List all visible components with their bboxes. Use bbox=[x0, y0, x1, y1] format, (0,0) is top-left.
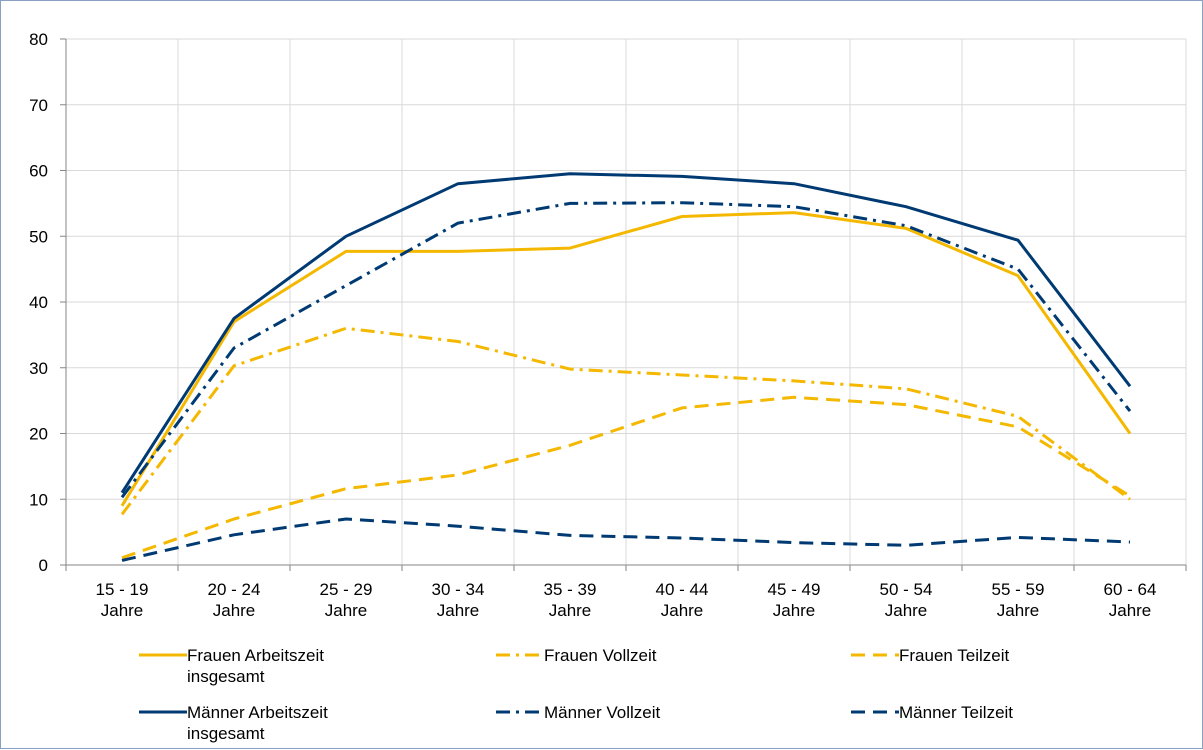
series-line-maenner-arbeitszeit-insgesamt bbox=[120, 172, 1132, 494]
y-tick-label: 0 bbox=[39, 556, 48, 575]
y-tick-label: 40 bbox=[29, 293, 48, 312]
axes bbox=[60, 38, 1187, 571]
y-tick-label: 70 bbox=[29, 96, 48, 115]
x-tick-label: 55 - 59 bbox=[992, 580, 1045, 599]
x-tick-label: 60 - 64 bbox=[1104, 580, 1157, 599]
legend-label: Männer Vollzeit bbox=[544, 703, 661, 722]
legend-label: Männer Teilzeit bbox=[899, 703, 1013, 722]
y-tick-label: 20 bbox=[29, 425, 48, 444]
y-tick-label: 60 bbox=[29, 162, 48, 181]
x-tick-label: Jahre bbox=[325, 601, 368, 620]
x-tick-label: Jahre bbox=[661, 601, 704, 620]
legend-label: insgesamt bbox=[187, 667, 265, 686]
x-tick-label: Jahre bbox=[549, 601, 592, 620]
x-tick-label: Jahre bbox=[773, 601, 816, 620]
y-axis-ticks: 0 10 20 30 40 50 60 70 80 bbox=[29, 30, 48, 575]
x-tick-label: 35 - 39 bbox=[544, 580, 597, 599]
x-tick-label: Jahre bbox=[213, 601, 256, 620]
legend-label: Frauen Teilzeit bbox=[899, 646, 1010, 665]
legend: Frauen Arbeitszeit insgesamt Frauen Vollze… bbox=[139, 646, 1013, 743]
series-lines bbox=[120, 172, 1132, 562]
x-tick-label: 50 - 54 bbox=[880, 580, 933, 599]
legend-label: Frauen Arbeitszeit bbox=[187, 646, 324, 665]
x-tick-label: 15 - 19 bbox=[96, 580, 149, 599]
x-axis-ticks: 15 - 19 Jahre 20 - 24 Jahre 25 - 29 Jahre 30 -… bbox=[96, 580, 1157, 620]
series-line-frauen-teilzeit bbox=[121, 395, 1131, 560]
x-tick-label: Jahre bbox=[1109, 601, 1152, 620]
x-tick-label: 20 - 24 bbox=[208, 580, 261, 599]
series-line-frauen-arbeitszeit-insgesamt bbox=[120, 211, 1132, 507]
x-tick-label: 45 - 49 bbox=[768, 580, 821, 599]
x-tick-label: 25 - 29 bbox=[320, 580, 373, 599]
y-tick-label: 10 bbox=[29, 490, 48, 509]
x-tick-label: 30 - 34 bbox=[432, 580, 485, 599]
x-tick-label: 40 - 44 bbox=[656, 580, 709, 599]
legend-label: insgesamt bbox=[187, 724, 265, 743]
gridlines bbox=[66, 38, 1187, 565]
y-tick-label: 50 bbox=[29, 227, 48, 246]
legend-label: Männer Arbeitszeit bbox=[187, 703, 328, 722]
x-tick-label: Jahre bbox=[101, 601, 144, 620]
y-tick-label: 80 bbox=[29, 30, 48, 49]
x-tick-label: Jahre bbox=[885, 601, 928, 620]
series-line-maenner-vollzeit bbox=[120, 201, 1132, 499]
series-line-maenner-teilzeit bbox=[121, 517, 1131, 562]
legend-label: Frauen Vollzeit bbox=[544, 646, 657, 665]
x-tick-label: Jahre bbox=[437, 601, 480, 620]
series-line-frauen-vollzeit bbox=[120, 326, 1131, 516]
x-tick-label: Jahre bbox=[997, 601, 1040, 620]
y-tick-label: 30 bbox=[29, 359, 48, 378]
